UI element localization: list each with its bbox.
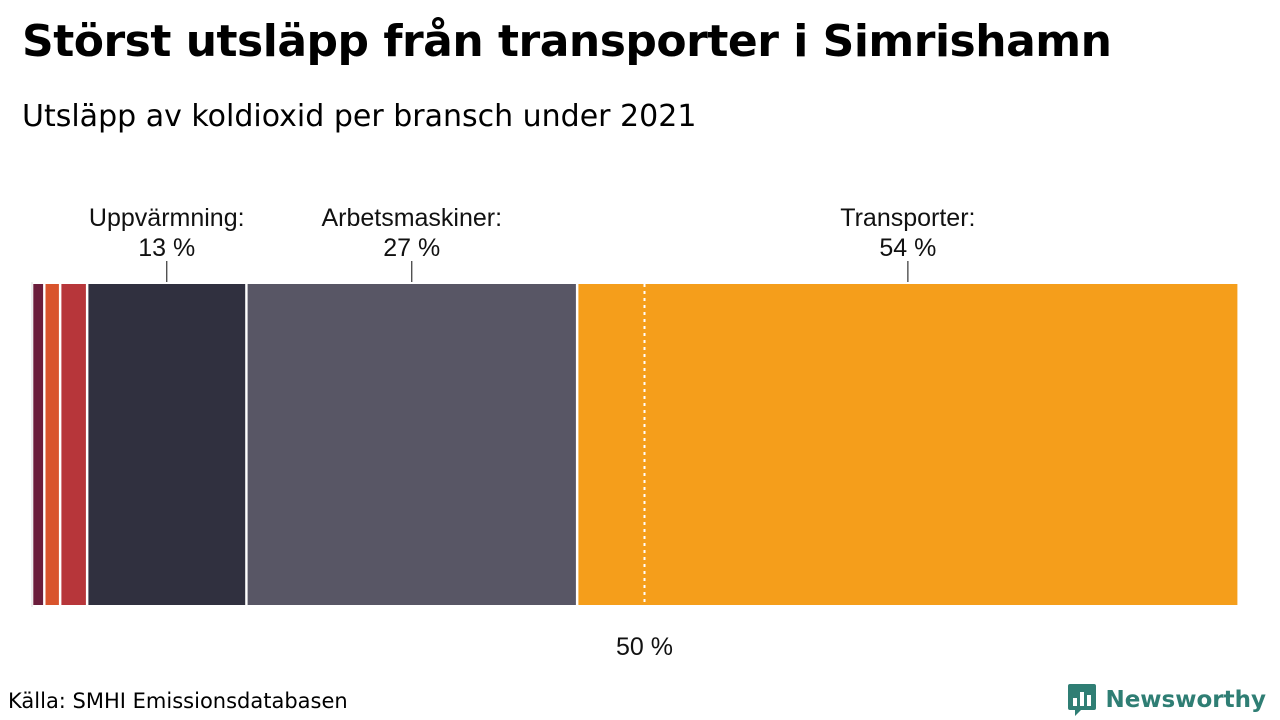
brand-logo[interactable]: Newsworthy: [1067, 682, 1266, 718]
bar-segment-minor-1: [33, 284, 44, 605]
bar-segment-transporter: [578, 284, 1238, 605]
bar-segment-minor-2: [45, 284, 59, 605]
bar-segment-arbetsmaskiner: [247, 284, 576, 605]
segment-value-arbetsmaskiner: 27 %: [383, 234, 440, 262]
bar-segment-minor-3: [61, 284, 86, 605]
segment-value-uppvärmning: 13 %: [138, 234, 195, 262]
source-note: Källa: SMHI Emissionsdatabasen: [8, 689, 348, 713]
segment-label-transporter: Transporter:: [840, 204, 975, 232]
reference-line-label: 50 %: [616, 633, 673, 661]
segment-label-arbetsmaskiner: Arbetsmaskiner:: [321, 204, 502, 232]
segment-label-uppvärmning: Uppvärmning:: [89, 204, 245, 232]
segment-value-transporter: 54 %: [879, 234, 936, 262]
bar-segment-uppvärmning: [88, 284, 246, 605]
bar-chart-icon: [1068, 684, 1097, 716]
brand-name: Newsworthy: [1105, 687, 1266, 713]
chart-subtitle: Utsläpp av koldioxid per bransch under 2…: [22, 99, 697, 134]
chart-title: Störst utsläpp från transporter i Simris…: [22, 16, 1112, 67]
